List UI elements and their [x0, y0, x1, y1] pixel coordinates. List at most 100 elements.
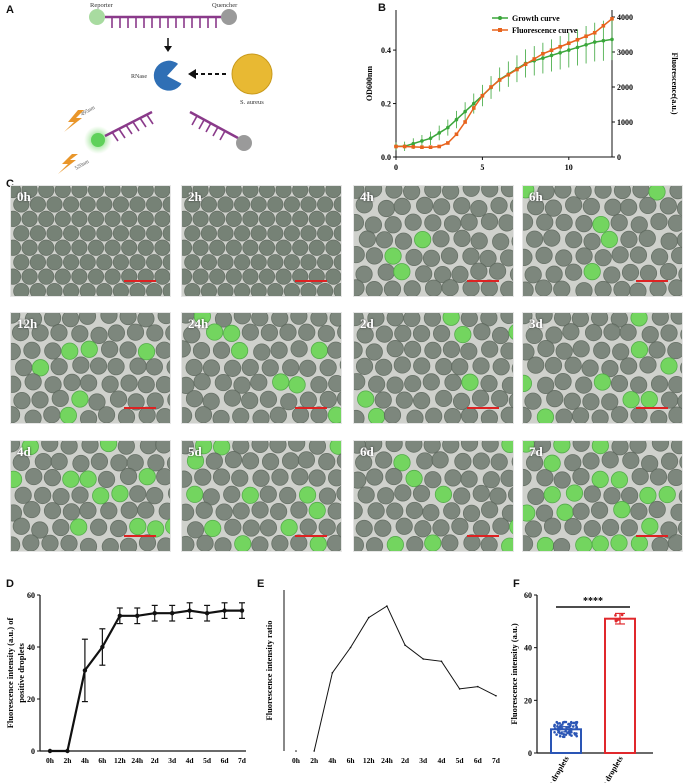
- droplet: [182, 535, 195, 551]
- droplet: [472, 484, 490, 503]
- droplet: [184, 254, 201, 271]
- droplet: [146, 392, 164, 410]
- droplet: [451, 358, 469, 376]
- droplet: [126, 454, 144, 472]
- droplet: [527, 487, 545, 506]
- droplet-field: [11, 441, 170, 551]
- droplet: [233, 225, 251, 242]
- droplet: [154, 186, 170, 199]
- droplet: [202, 359, 221, 377]
- droplet: [601, 451, 619, 469]
- droplet: [500, 186, 513, 198]
- droplet: [511, 456, 513, 467]
- droplet: [336, 453, 341, 469]
- droplet: [292, 239, 309, 256]
- droplet: [60, 550, 65, 551]
- droplet: [79, 225, 96, 242]
- f-scatter-point: [570, 728, 574, 731]
- droplet: [572, 441, 590, 452]
- droplet: [500, 313, 513, 324]
- droplet: [223, 485, 241, 504]
- positive-droplet: [553, 441, 571, 454]
- positive-droplet: [11, 470, 23, 488]
- f-scatter-point: [573, 732, 576, 735]
- droplet: [46, 282, 63, 296]
- droplet: [87, 210, 105, 227]
- droplet: [472, 452, 490, 470]
- droplet: [158, 502, 170, 520]
- d-x-tick-label: 6h: [98, 756, 107, 765]
- scale-bar: [467, 280, 499, 282]
- droplet: [166, 360, 170, 374]
- droplet: [385, 441, 403, 453]
- droplet: [403, 186, 421, 201]
- droplet: [268, 550, 272, 551]
- positive-droplet: [204, 519, 222, 538]
- droplet: [96, 196, 113, 213]
- droplet: [261, 359, 279, 377]
- positive-droplet: [31, 359, 50, 377]
- droplet: [300, 196, 317, 213]
- droplet: [459, 295, 460, 296]
- droplet: [413, 357, 431, 375]
- droplet: [62, 225, 80, 242]
- droplet: [333, 225, 341, 242]
- droplet: [145, 358, 163, 376]
- droplet: [511, 363, 513, 374]
- b-x-tick-label: 10: [565, 163, 573, 172]
- droplet: [43, 469, 62, 487]
- b-data-point: [446, 125, 450, 130]
- droplet: [308, 186, 325, 199]
- droplet: [525, 326, 543, 345]
- b-data-point: [549, 48, 554, 53]
- positive-droplet: [658, 485, 676, 504]
- droplet: [354, 186, 365, 199]
- d-x-tick-label: 2d: [151, 756, 160, 765]
- droplet: [490, 453, 508, 471]
- fragment-left-teeth: [111, 114, 154, 142]
- d-x-tick-label: 12h: [114, 756, 127, 765]
- droplet: [11, 186, 22, 199]
- droplet: [233, 313, 251, 325]
- droplet: [368, 375, 386, 393]
- droplet: [593, 341, 611, 359]
- tile-time-label: 6d: [360, 444, 374, 459]
- d-x-tick-label: 6d: [221, 756, 230, 765]
- droplet: [582, 452, 600, 470]
- droplet: [11, 375, 22, 393]
- droplet: [261, 453, 280, 471]
- positive-droplet: [186, 452, 205, 470]
- droplet: [23, 500, 41, 519]
- droplet: [194, 468, 212, 486]
- droplet: [90, 326, 108, 344]
- droplet: [403, 280, 421, 296]
- droplet: [308, 441, 327, 455]
- droplet: [44, 376, 62, 394]
- droplet: [232, 407, 250, 423]
- droplet: [612, 343, 630, 361]
- droplet: [214, 537, 232, 551]
- droplet: [275, 210, 292, 227]
- droplet: [100, 502, 118, 520]
- droplet: [678, 296, 683, 297]
- droplet: [41, 441, 59, 453]
- droplet: [275, 239, 292, 256]
- microscopy-tile-6h: 6h: [522, 185, 683, 297]
- droplet: [96, 282, 113, 296]
- positive-droplet: [368, 407, 386, 423]
- droplet: [601, 360, 619, 378]
- droplet: [242, 239, 259, 256]
- droplet: [14, 486, 32, 504]
- d-y-axis-label: Fluorescence intensity (a.u.) of: [5, 618, 15, 729]
- droplet: [224, 518, 242, 536]
- droplet: [509, 199, 513, 213]
- droplet: [491, 326, 510, 345]
- droplet: [620, 357, 638, 375]
- droplet: [54, 186, 71, 199]
- f-scatter-point: [560, 726, 564, 730]
- positive-droplet: [137, 343, 156, 361]
- droplet: [146, 282, 163, 296]
- droplet: [205, 452, 223, 470]
- droplet: [590, 501, 609, 519]
- droplet: [527, 198, 545, 216]
